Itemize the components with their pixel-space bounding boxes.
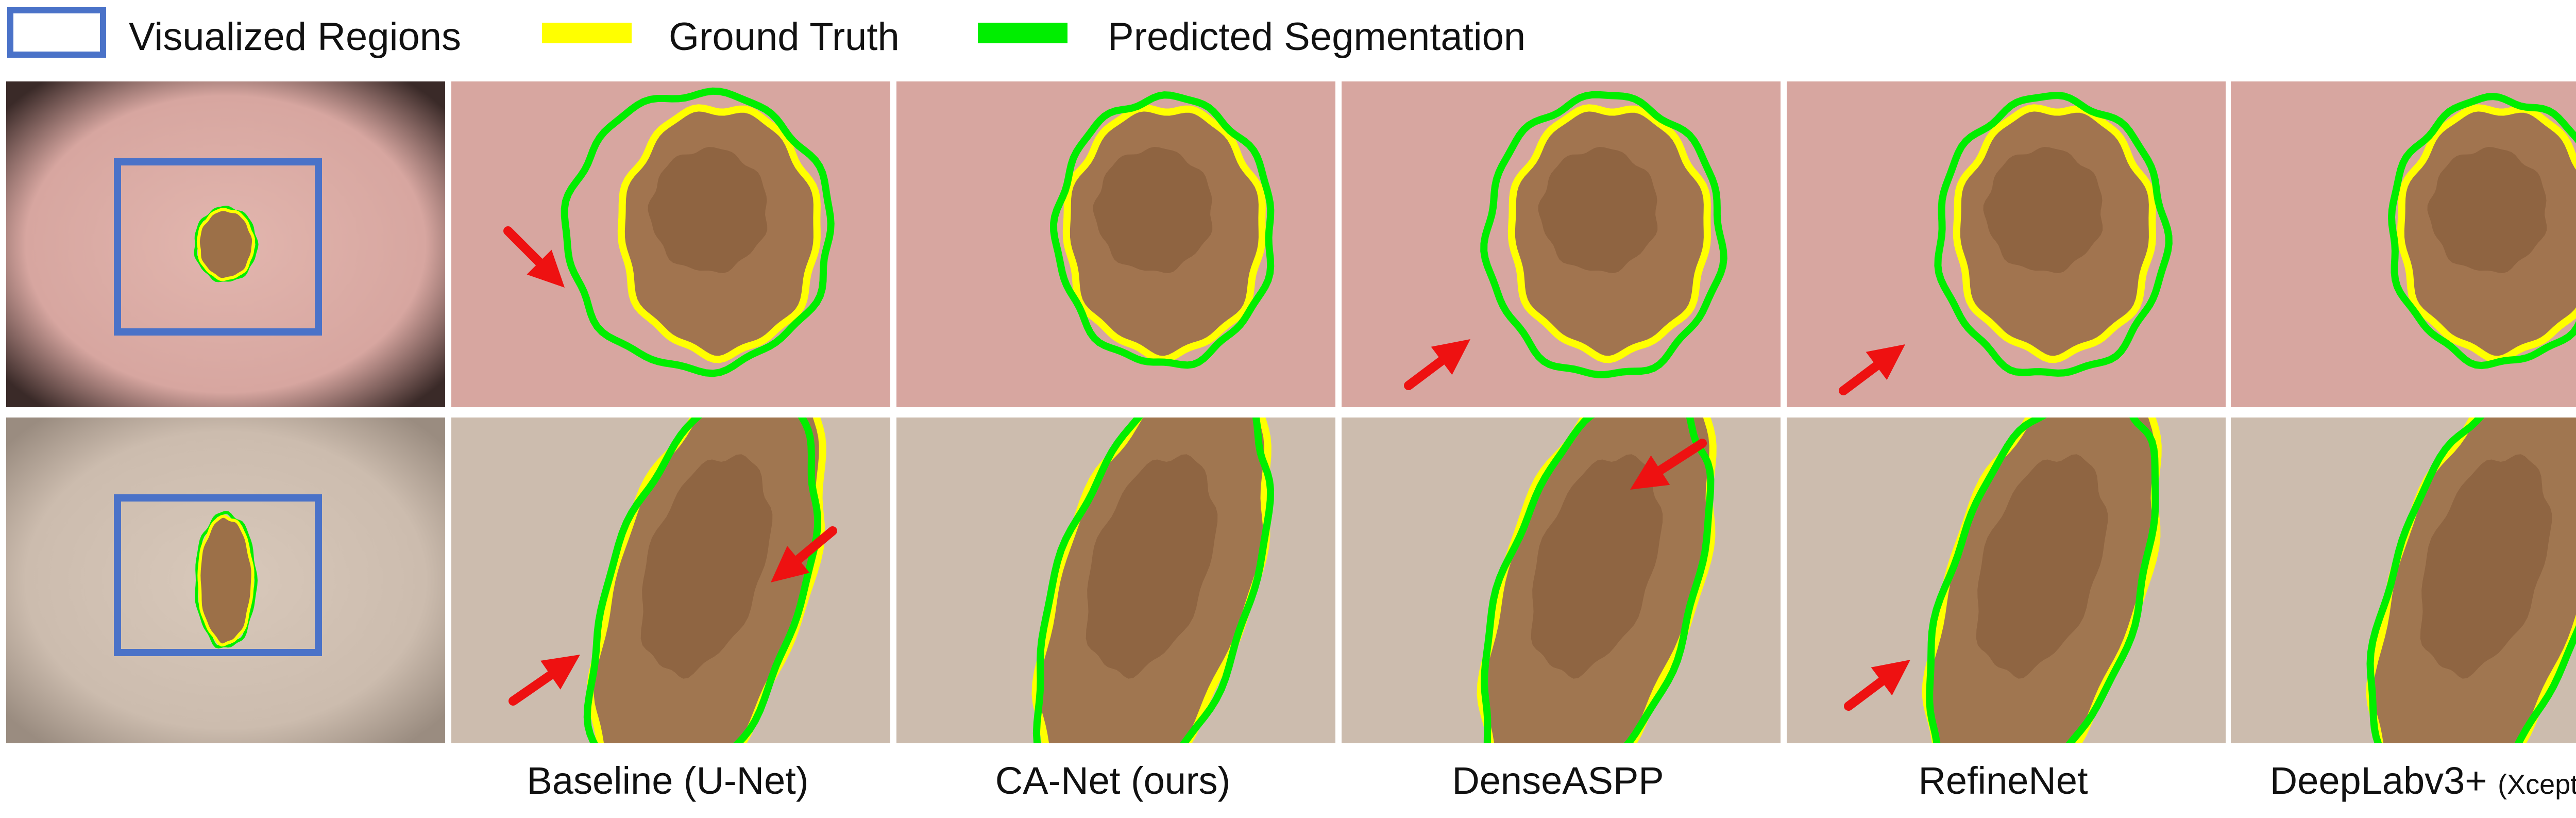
predicted-contour: [1032, 418, 1275, 743]
caption-denseaspp: DenseASPP: [1452, 759, 1664, 802]
lesion-thumbnail: [197, 514, 255, 647]
predicted-contour: [2387, 93, 2576, 370]
predicted-contour: [583, 418, 822, 743]
visualized-region-box: [114, 158, 322, 336]
ground-truth-contour: [617, 104, 821, 363]
predicted-contour: [1480, 91, 1727, 378]
visualized-regions-label: Visualized Regions: [129, 15, 461, 59]
caption-baseline: Baseline (U-Net): [527, 759, 809, 802]
lesion-thumbnail: [196, 208, 256, 281]
crop-deeplab-row2: [2231, 418, 2576, 743]
overview-image: [6, 418, 445, 743]
caption-deeplab: DeepLabv3+ (Xception): [2221, 747, 2576, 814]
predicted-contour: [1049, 91, 1275, 369]
predicted-contour: [2366, 418, 2576, 743]
predicted-contour: [561, 87, 835, 377]
visualized-region-box: [114, 494, 322, 656]
ground-truth-contour: [1062, 104, 1266, 363]
legend: Visualized Regions Ground Truth Predicte…: [0, 0, 2576, 77]
crop-baseline-row1: [451, 81, 890, 407]
predicted-contour: [1481, 418, 1715, 743]
caption-deeplab-sub: (Xception): [2498, 769, 2576, 800]
crop-canet-row2: [896, 418, 1335, 743]
caption-canet: CA-Net (ours): [995, 759, 1231, 802]
predicted-contour: [1926, 418, 2159, 743]
ground-truth-swatch: [542, 23, 632, 43]
error-arrow-1: [1839, 344, 1905, 395]
error-arrow-1: [1844, 660, 1910, 711]
error-arrow-2: [771, 526, 837, 582]
ground-truth-contour: [1031, 418, 1272, 743]
error-arrow-1: [503, 226, 565, 288]
error-arrow-1: [1404, 339, 1470, 390]
error-arrow-1: [1630, 439, 1707, 490]
visualized-regions-swatch: [7, 7, 106, 58]
predicted-contour: [1934, 91, 2173, 377]
crop-deeplab-row1: [2231, 81, 2576, 407]
caption-deeplab-main: DeepLabv3+: [2269, 759, 2487, 802]
ground-truth-contour: [1507, 104, 1711, 363]
error-arrow-1: [509, 655, 580, 706]
image-grid: [0, 77, 2576, 747]
crop-refinenet-row1: [1787, 81, 2226, 407]
crop-baseline-row2: [451, 418, 890, 743]
crop-denseaspp-row1: [1342, 81, 1781, 407]
overview-image: [6, 81, 445, 407]
crop-denseaspp-row2: [1342, 418, 1781, 743]
ground-truth-contour: [2397, 104, 2576, 363]
ground-truth-contour: [1953, 104, 2156, 363]
predicted-segmentation-label: Predicted Segmentation: [1108, 15, 1526, 59]
caption-refinenet: RefineNet: [1918, 759, 2088, 802]
crop-refinenet-row2: [1787, 418, 2226, 743]
predicted-segmentation-swatch: [978, 23, 1067, 43]
ground-truth-label: Ground Truth: [669, 15, 900, 59]
crop-canet-row1: [896, 81, 1335, 407]
